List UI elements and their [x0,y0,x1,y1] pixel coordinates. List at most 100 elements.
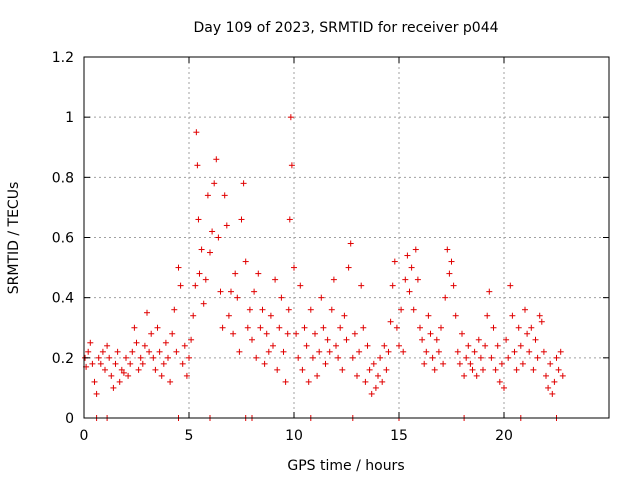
data-point [438,324,444,331]
data-point [221,192,228,199]
data-point [261,360,268,367]
data-point [328,306,335,313]
data-point [488,354,495,361]
data-point [540,348,547,355]
data-point [129,348,136,355]
data-point [175,264,182,271]
data-point [270,342,276,349]
data-point [433,336,440,343]
data-point [215,234,222,241]
data-point [442,294,449,301]
data-point [97,360,104,367]
data-point [444,246,451,253]
data-point [291,264,297,271]
data-point [154,324,161,331]
ticks-layer: 0 0.2 0.4 0.6 0.8 1 1.2 0 5 10 15 20 [52,50,609,444]
data-point [120,369,127,376]
data-point [137,354,144,361]
data-point [118,366,125,373]
data-point [469,366,476,373]
data-point [362,378,369,385]
data-point [429,354,436,361]
data-point [440,360,447,367]
data-point [473,372,480,379]
data-point [480,366,486,373]
data-point [217,288,224,295]
data-point [102,366,108,373]
data-point [234,294,241,301]
marks-layer [82,114,566,421]
data-point [435,348,442,355]
data-point [519,360,526,367]
data-point [173,348,180,355]
data-point [211,180,218,187]
data-point [285,306,292,313]
data-point [496,378,503,385]
data-point [244,324,251,331]
data-point [91,378,98,385]
data-point [99,348,106,355]
data-point [193,129,200,136]
data-point [494,342,501,349]
data-point [305,378,312,385]
data-point [95,354,102,361]
data-point [116,378,123,385]
data-point [387,318,394,325]
data-point [162,339,169,346]
data-point [158,372,165,379]
data-point [484,312,491,319]
data-point [370,360,377,367]
data-point [282,378,289,385]
data-point [547,360,554,367]
data-point [490,324,497,331]
data-point [242,258,249,265]
data-point [87,339,94,346]
data-point [486,288,493,295]
data-point [356,348,363,355]
data-point [89,360,96,367]
data-point [463,354,470,361]
data-point [377,354,384,361]
data-point [538,318,545,325]
data-point [543,372,549,379]
x-tick-label: 5 [185,428,194,444]
y-axis-label: SRMTID / TECUs [6,182,22,295]
data-point [351,330,358,337]
data-point [515,324,522,331]
data-point [507,282,514,289]
data-point [228,288,234,295]
data-point [236,348,243,355]
data-point [517,342,524,349]
data-point [549,390,556,397]
data-point [278,294,285,301]
data-point [532,336,539,343]
data-point [406,288,413,295]
data-point [341,312,348,319]
data-point [204,192,211,199]
data-point [125,372,132,379]
data-point [505,354,512,361]
data-point [276,324,283,331]
data-point [299,366,306,373]
data-point [186,354,192,361]
data-point [112,360,119,367]
data-point [183,372,190,379]
data-point [85,348,92,355]
data-point [287,114,294,121]
data-point [465,342,472,349]
data-point [148,330,155,337]
data-point [526,348,533,355]
data-point [200,300,207,307]
data-point [498,360,505,367]
data-point [448,258,455,265]
data-point [339,366,346,373]
data-point [303,342,310,349]
data-point [360,324,367,331]
data-point [192,282,199,289]
data-point [188,336,195,343]
data-point [160,360,167,367]
data-point [232,270,239,277]
